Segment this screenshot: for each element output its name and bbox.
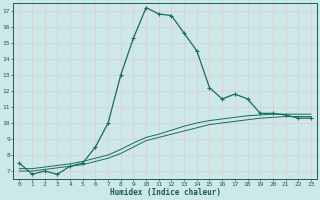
- X-axis label: Humidex (Indice chaleur): Humidex (Indice chaleur): [110, 188, 220, 197]
